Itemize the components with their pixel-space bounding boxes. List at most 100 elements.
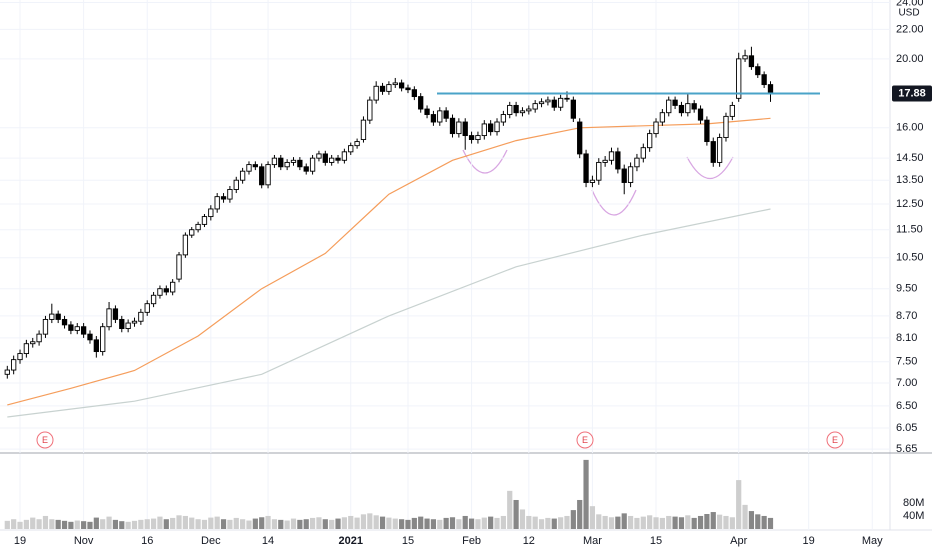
candle-body	[246, 164, 252, 172]
candle-body	[704, 119, 710, 143]
candle-body	[710, 141, 716, 163]
volume-bar	[17, 521, 23, 529]
candle-body	[526, 108, 532, 112]
volume-bar	[74, 520, 80, 529]
x-tick-label: Nov	[74, 535, 94, 547]
volume-bar	[570, 510, 576, 529]
volume-bar	[545, 517, 551, 529]
candle-body	[627, 166, 634, 183]
volume-bar	[55, 519, 61, 529]
grid	[0, 0, 890, 530]
candle-body	[87, 333, 93, 341]
volume-bar	[233, 517, 239, 529]
candle-body	[150, 294, 157, 305]
candle-body	[316, 153, 322, 159]
candle-body	[488, 123, 494, 133]
volume-bar	[23, 519, 29, 529]
candle-body	[545, 99, 551, 103]
volume-bar	[736, 480, 742, 529]
y-tick-label: 9.50	[896, 283, 917, 295]
event-label: E	[582, 435, 588, 445]
candle-body	[475, 135, 481, 141]
volume-bar	[621, 513, 627, 529]
volume-bar	[112, 519, 119, 529]
candle-body	[354, 141, 360, 147]
candle-body	[729, 104, 735, 117]
volume-bar	[615, 516, 621, 529]
volume-bar	[30, 517, 36, 529]
volume-bar	[170, 517, 176, 529]
candle-body	[716, 137, 723, 163]
event-label: E	[42, 435, 48, 445]
volume-bar	[316, 517, 322, 529]
volume-bar	[418, 516, 424, 529]
volume-bar	[392, 518, 398, 529]
volume-bar	[259, 517, 265, 529]
volume-bar	[125, 521, 131, 529]
candle-body	[424, 108, 430, 115]
volume-bar	[220, 519, 227, 529]
volume-bar	[157, 516, 163, 529]
moving-average	[7, 208, 771, 418]
candle-body	[265, 164, 271, 186]
candle-body	[678, 104, 685, 114]
candle-body	[284, 161, 290, 168]
candle-body	[182, 234, 189, 256]
volume-bar	[182, 515, 188, 529]
candle-body	[259, 166, 265, 186]
candle-body	[462, 121, 468, 137]
volume-bar	[246, 520, 252, 529]
volume-bar	[341, 517, 347, 529]
volume-bar	[329, 519, 335, 529]
volume-bar	[494, 517, 500, 529]
x-tick-label: 16	[141, 535, 153, 547]
y-tick-label: 22.00	[896, 23, 924, 35]
candle-body	[386, 84, 392, 92]
volume-bar	[297, 519, 303, 529]
volume-bar	[723, 515, 729, 529]
candle-body	[367, 99, 373, 121]
candle-body	[538, 101, 545, 105]
x-tick-label: May	[862, 535, 883, 547]
volume-bar	[513, 499, 519, 529]
candle-body	[532, 103, 538, 110]
volume-bar	[710, 512, 716, 529]
x-tick-label: 15	[402, 535, 414, 547]
volume-bar	[468, 518, 475, 529]
candle-body	[189, 229, 195, 236]
candle-body	[697, 108, 704, 121]
volume-bar	[462, 515, 468, 529]
candle-body	[208, 208, 214, 218]
volume-bar	[11, 519, 17, 529]
currency-label: USD	[898, 8, 919, 19]
volume-bar	[755, 514, 761, 529]
candle-body	[691, 103, 697, 110]
candle-body	[742, 55, 748, 60]
candle-body	[755, 66, 761, 76]
volume-bar	[608, 517, 615, 529]
x-tick-label: 2021	[338, 535, 362, 547]
volume-bar	[119, 521, 125, 529]
volume-bar	[348, 515, 354, 529]
volume-bar	[131, 520, 138, 529]
volume-bar	[589, 506, 596, 529]
candle-body	[666, 99, 672, 114]
candle-body	[379, 85, 386, 92]
volume-bar	[583, 459, 589, 529]
candle-body	[348, 145, 354, 153]
candle-body	[271, 157, 278, 166]
volume-bar	[697, 515, 704, 529]
volume-bar	[456, 519, 462, 529]
event-label: E	[832, 435, 838, 445]
event-marker	[826, 431, 844, 449]
candle-body	[144, 303, 150, 313]
volume-bar	[252, 518, 258, 529]
volume-bar	[354, 517, 360, 529]
volume-bar	[437, 519, 443, 529]
candle-body	[131, 320, 138, 324]
candle-body	[36, 333, 42, 343]
candle-body	[201, 216, 208, 225]
y-tick-label: 6.50	[896, 400, 917, 412]
candle-body	[519, 110, 526, 114]
